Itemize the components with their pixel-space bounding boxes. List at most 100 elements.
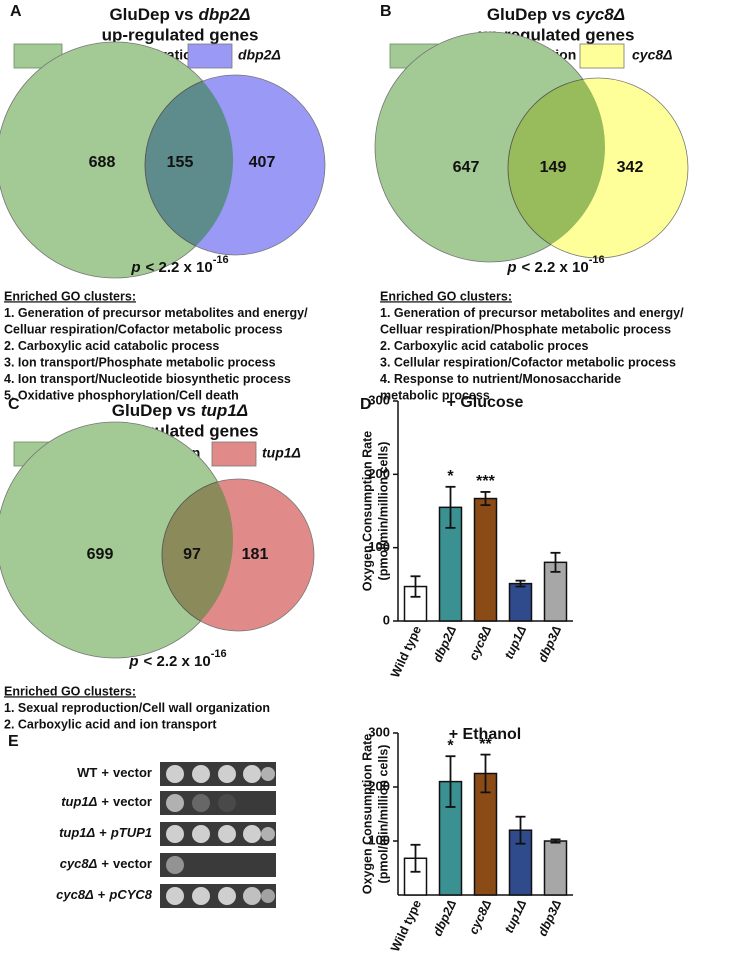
go-item: Celluar respiration/Phosphate metabolic … — [380, 322, 671, 336]
colony-spot — [243, 765, 261, 783]
strain: cyc8Δ — [60, 856, 98, 871]
go-item: 2. Carboxylic acid and ion transport — [4, 717, 217, 731]
strain: tup1Δ — [61, 794, 97, 809]
y-axis-title: Oxygen Consumption Rate — [360, 734, 374, 894]
go-item: 4. Ion transport/Nucleotide biosynthetic… — [4, 372, 291, 386]
y-tick-label: 300 — [368, 392, 390, 407]
panel-subtitle: up-regulated genes — [102, 25, 259, 44]
colony-spot — [192, 794, 210, 812]
go-item: 1. Generation of precursor metabolites a… — [4, 306, 308, 320]
venn-count: 699 — [87, 546, 114, 563]
p-exponent: -16 — [589, 254, 605, 266]
plasmid: vector — [113, 765, 152, 780]
legend-swatch — [211, 441, 257, 467]
plus: + — [99, 825, 107, 840]
panel-title: GluDep vs dbp2Δ — [109, 5, 250, 24]
legend-label: tup1Δ — [262, 445, 301, 461]
p-value: p < 2.2 x 10-16 — [506, 254, 604, 276]
strain: WT — [77, 765, 97, 780]
plasmid: vector — [113, 856, 152, 871]
colony-spot — [192, 825, 210, 843]
strain: cyc8Δ — [56, 887, 94, 902]
panel-title: GluDep vs tup1Δ — [112, 401, 248, 420]
go-item: metabolic process — [380, 388, 490, 402]
legend-swatch — [187, 43, 233, 69]
x-tick-label: cyc8Δ — [466, 624, 494, 663]
colony-spot — [243, 887, 261, 905]
go-item: Celluar respiration/Cofactor metabolic p… — [4, 322, 283, 336]
panel-label: A — [10, 3, 22, 20]
strain-label: cyc8Δ + pCYC8 — [56, 887, 153, 902]
chart-title: + Ethanol — [449, 726, 521, 743]
colony-spot — [192, 765, 210, 783]
plasmid: pTUP1 — [110, 825, 152, 840]
x-tick-label: dbp2Δ — [430, 624, 459, 665]
venn-count: 149 — [540, 159, 567, 176]
x-tick-label: dbp2Δ — [430, 898, 459, 939]
panel-label: C — [8, 396, 20, 413]
p-symbol: p — [130, 259, 140, 276]
y-tick-label: 300 — [368, 724, 390, 739]
colony-spot — [218, 825, 236, 843]
title-prefix: GluDep vs — [112, 401, 196, 420]
chart-title: + Glucose — [447, 394, 524, 411]
go-heading: Enriched GO clusters: — [380, 289, 512, 303]
bar — [473, 497, 498, 622]
venn-count: 647 — [453, 159, 480, 176]
p-text: < 2.2 x 10 — [522, 259, 589, 276]
legend-label: cyc8Δ — [632, 47, 673, 63]
x-tick-label: tup1Δ — [502, 898, 529, 935]
significance: *** — [476, 473, 495, 490]
y-axis-title: (pmol/min/million cells) — [376, 745, 390, 884]
strain-label: cyc8Δ + vector — [60, 856, 152, 871]
strain-label: WT + vector — [77, 765, 152, 780]
colony-spot — [261, 767, 275, 781]
venn-count: 342 — [617, 159, 644, 176]
y-tick-label: 0 — [383, 612, 390, 627]
plasmid: pCYC8 — [108, 887, 152, 902]
go-item: 1. Sexual reproduction/Cell wall organiz… — [4, 701, 270, 715]
legend-label: dbp2Δ — [238, 47, 281, 63]
colony-spot — [218, 765, 236, 783]
colony-spot — [166, 825, 184, 843]
title-gene: cyc8Δ — [576, 5, 625, 24]
title-prefix: GluDep vs — [487, 5, 571, 24]
panel-label: E — [8, 733, 19, 750]
strain-label: tup1Δ + pTUP1 — [59, 825, 152, 840]
venn-count: 181 — [242, 546, 269, 563]
x-tick-label: dbp3Δ — [535, 624, 564, 665]
bar — [508, 582, 533, 622]
colony-spot — [166, 765, 184, 783]
strain-label: tup1Δ + vector — [61, 794, 152, 809]
plasmid: vector — [113, 794, 152, 809]
legend-swatch — [13, 43, 63, 69]
colony-spot — [243, 825, 261, 843]
p-symbol: p — [506, 259, 516, 276]
plus: + — [98, 887, 106, 902]
plus: + — [101, 765, 109, 780]
panel-title: GluDep vs cyc8Δ — [487, 5, 625, 24]
p-exponent: -16 — [211, 648, 227, 660]
go-item: 3. Ion transport/Phosphate metabolic pro… — [4, 355, 276, 369]
colony-spot — [192, 887, 210, 905]
go-item: 2. Carboxylic acid catabolic proces — [380, 339, 588, 353]
p-value: p < 2.2 x 10-16 — [130, 254, 228, 276]
y-axis-title: Oxygen Consumption Rate — [360, 431, 374, 591]
y-tick-label: 100 — [368, 539, 390, 554]
x-tick-label: Wild type — [388, 624, 424, 680]
go-heading: Enriched GO clusters: — [4, 684, 136, 698]
colony-spot — [261, 889, 275, 903]
y-tick-label: 100 — [368, 832, 390, 847]
colony-spot — [166, 887, 184, 905]
colony-spot — [218, 887, 236, 905]
panel-label: B — [380, 3, 392, 20]
colony-spot — [261, 827, 275, 841]
significance: * — [447, 737, 454, 754]
x-tick-label: cyc8Δ — [466, 898, 494, 937]
p-exponent: -16 — [213, 254, 229, 266]
p-symbol: p — [128, 653, 138, 670]
y-tick-label: 200 — [368, 466, 390, 481]
colony-spot — [218, 794, 236, 812]
strain: tup1Δ — [59, 825, 95, 840]
venn-count: 155 — [167, 154, 194, 171]
